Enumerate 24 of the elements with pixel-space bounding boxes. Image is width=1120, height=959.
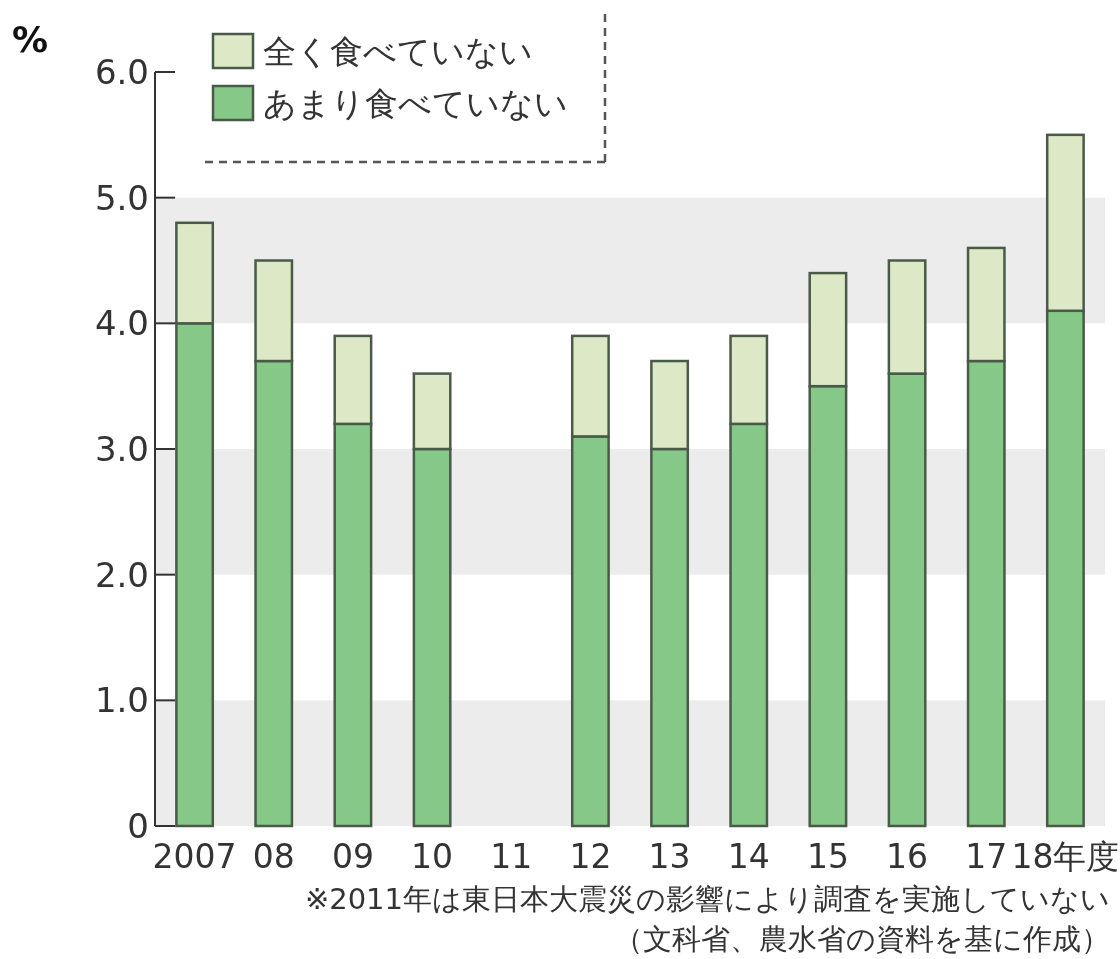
- text: ※2011年は東日本大震災の影響により調査を実施していない: [304, 882, 1110, 916]
- x-tick-label: 15: [806, 837, 849, 876]
- x-tick-label: 10: [411, 837, 454, 876]
- x-tick-label: 11: [490, 837, 533, 876]
- y-tick-label: 1.0: [94, 680, 149, 721]
- x-tick-label: 08: [252, 837, 295, 876]
- y-tick-label: 3.0: [94, 429, 149, 469]
- y-tick-label: 0: [127, 806, 149, 846]
- x-tick-label: 13: [648, 837, 691, 876]
- x-tick-label: 14: [727, 837, 770, 876]
- y-axis-title: %: [12, 19, 49, 60]
- y-tick-label: 4.0: [94, 303, 149, 344]
- x-tick-label: 09: [331, 837, 374, 876]
- y-tick-label: 5.0: [94, 177, 149, 218]
- text: （文科省、農水省の資料を基に作成）: [614, 922, 1110, 956]
- x-tick-label: 12: [569, 837, 612, 876]
- y-tick-label: 6.0: [94, 52, 149, 92]
- x-tick-label: 17: [965, 837, 1008, 876]
- legend-label: 全く食べていない: [263, 32, 533, 71]
- legend-label: あまり食べていない: [263, 84, 568, 123]
- x-tick-label: 18年度: [1011, 837, 1120, 876]
- x-tick-label: 2007: [152, 837, 237, 876]
- y-tick-label: 2.0: [94, 554, 149, 595]
- x-tick-label: 16: [886, 837, 929, 876]
